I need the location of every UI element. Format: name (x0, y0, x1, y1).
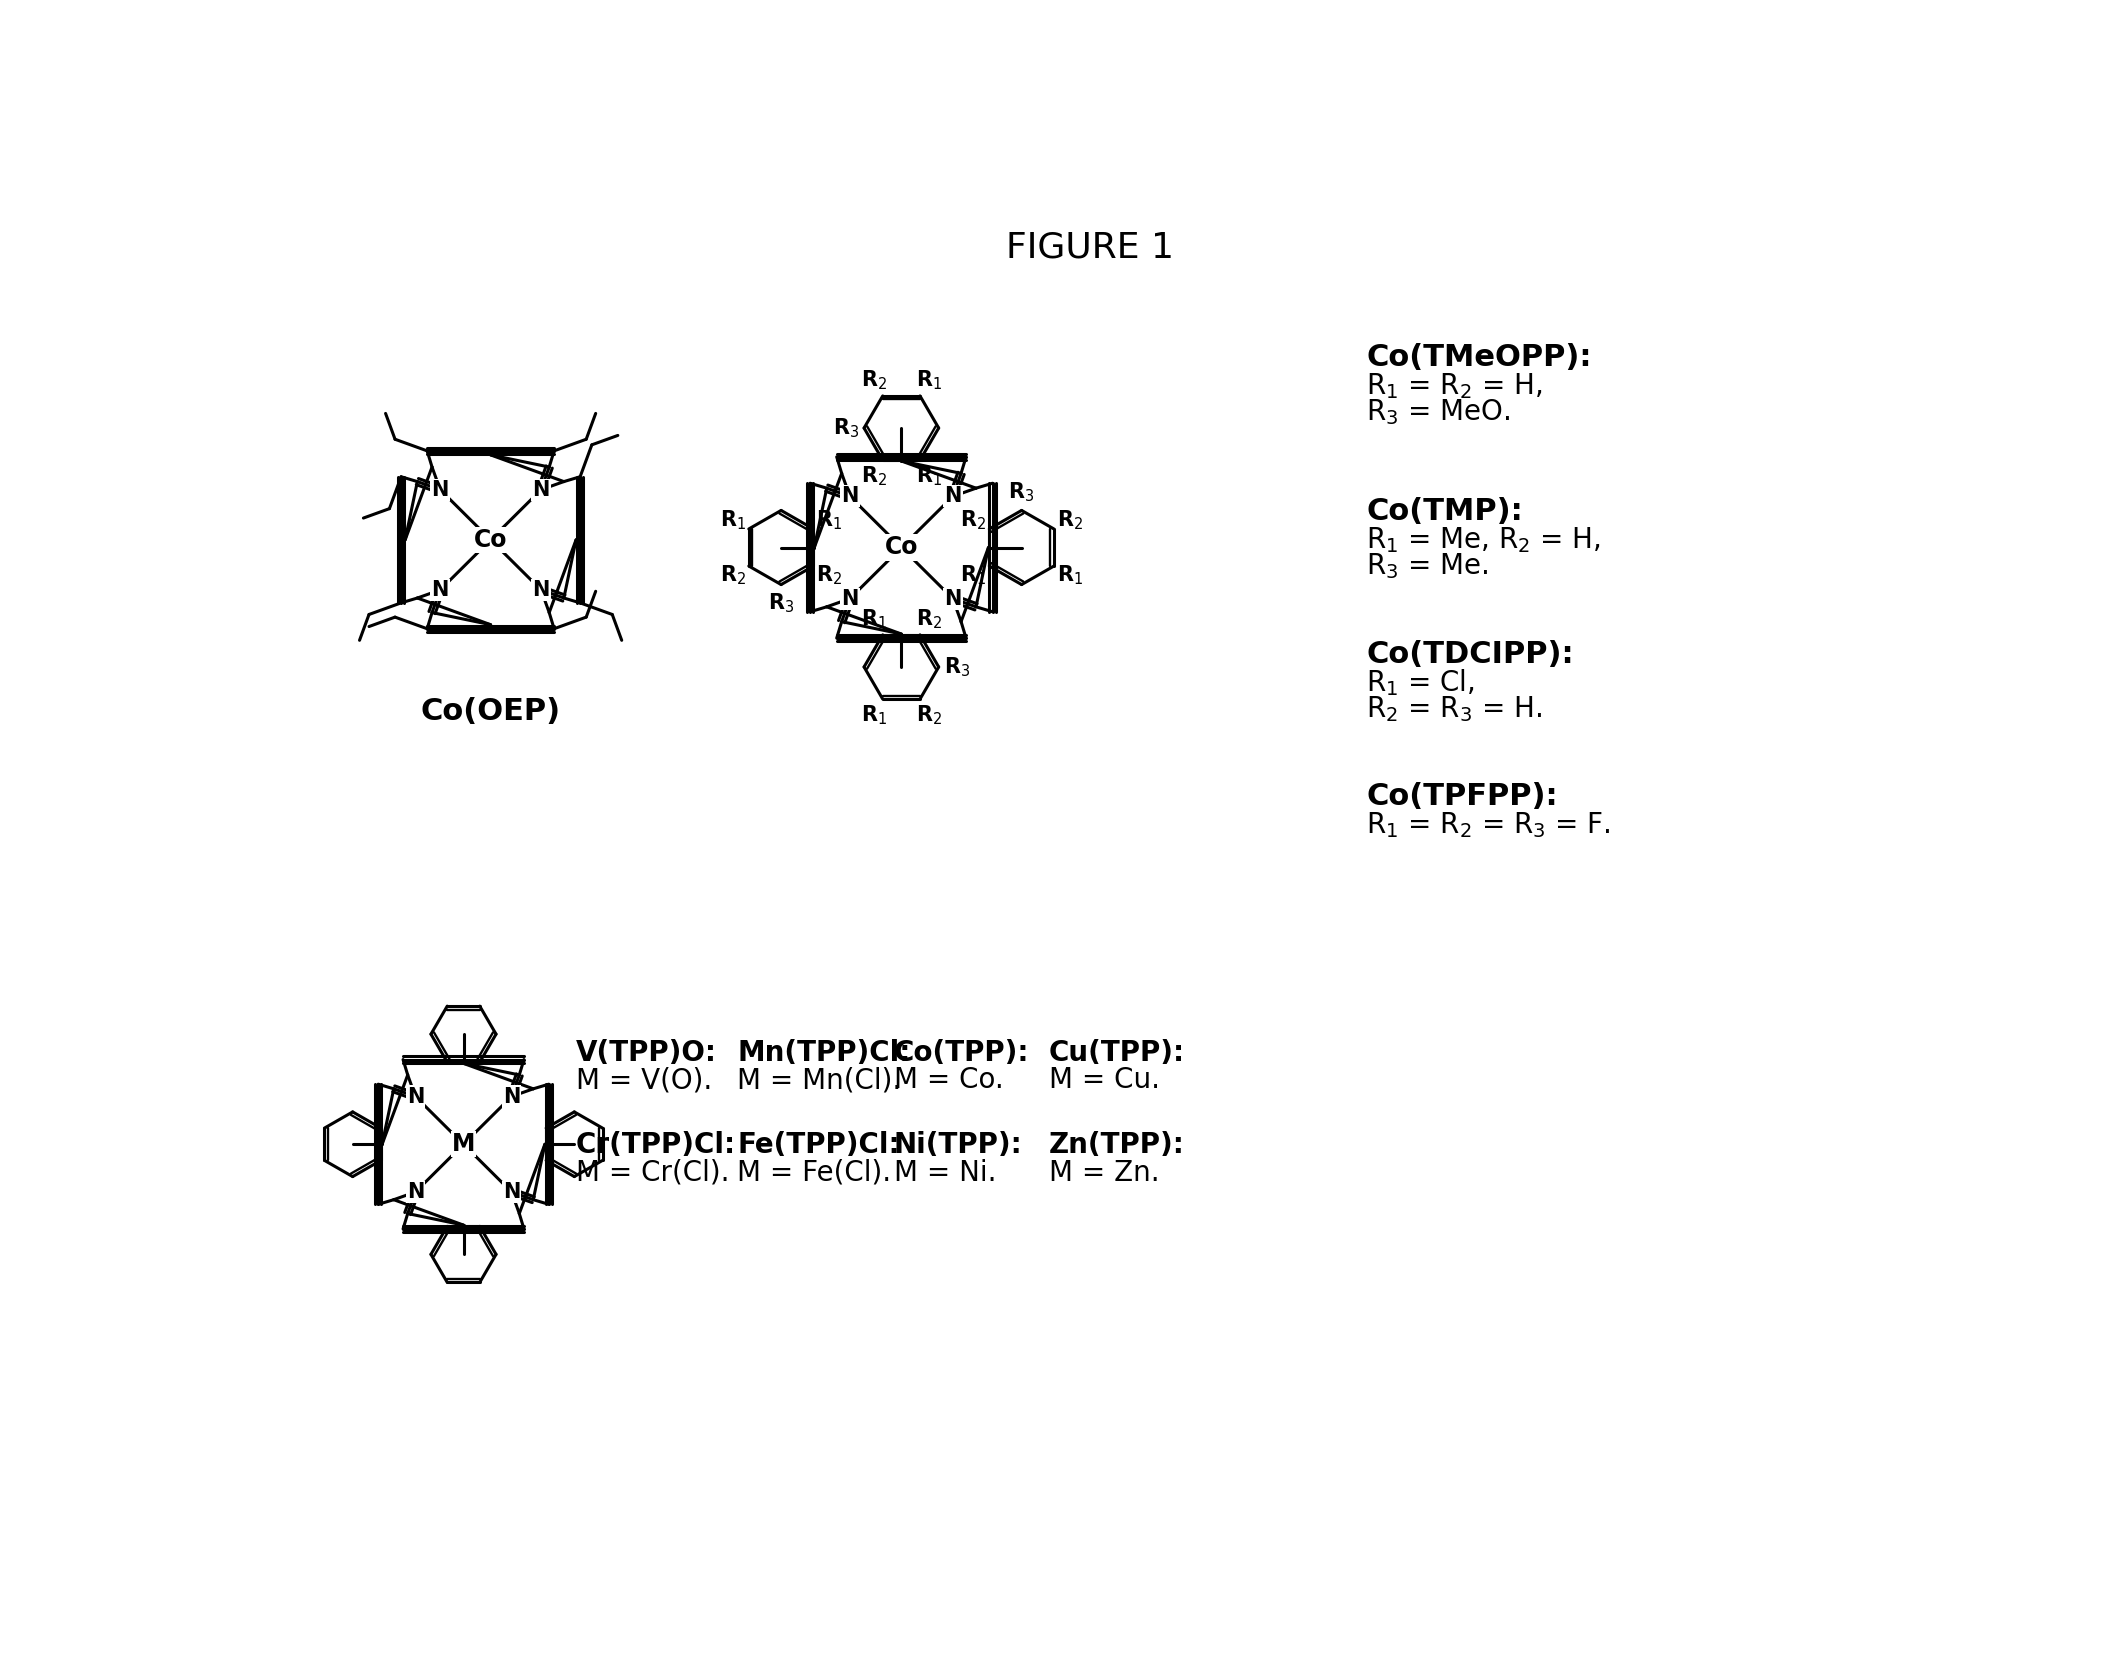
Text: Co: Co (474, 528, 508, 551)
Text: R$_1$: R$_1$ (861, 704, 887, 727)
Text: V(TPP)O:: V(TPP)O: (576, 1038, 717, 1067)
Text: Fe(TPP)Cl:: Fe(TPP)Cl: (738, 1131, 900, 1159)
Text: Cr(TPP)Cl:: Cr(TPP)Cl: (576, 1131, 736, 1159)
Text: R$_1$ = Me, R$_2$ = H,: R$_1$ = Me, R$_2$ = H, (1366, 526, 1602, 554)
Text: Mn(TPP)Cl:: Mn(TPP)Cl: (738, 1038, 910, 1067)
Text: R$_2$: R$_2$ (917, 608, 942, 631)
Text: N: N (842, 588, 859, 608)
Text: R$_2$: R$_2$ (1057, 508, 1083, 531)
Text: R$_3$: R$_3$ (832, 415, 859, 441)
Text: M = Ni.: M = Ni. (893, 1159, 995, 1188)
Text: R$_3$: R$_3$ (768, 591, 793, 615)
Text: N: N (842, 486, 859, 506)
Text: R$_1$: R$_1$ (817, 508, 842, 531)
Text: R$_1$: R$_1$ (961, 563, 987, 586)
Text: N: N (502, 1183, 521, 1203)
Text: R$_1$: R$_1$ (861, 608, 887, 631)
Text: Zn(TPP):: Zn(TPP): (1049, 1131, 1185, 1159)
Text: N: N (944, 486, 961, 506)
Text: N: N (532, 479, 549, 499)
Text: Cu(TPP):: Cu(TPP): (1049, 1038, 1185, 1067)
Text: R$_2$: R$_2$ (861, 464, 887, 487)
Text: R$_1$: R$_1$ (719, 508, 747, 531)
Text: R$_1$ = R$_2$ = H,: R$_1$ = R$_2$ = H, (1366, 372, 1542, 400)
Text: R$_3$: R$_3$ (1008, 481, 1034, 504)
Text: M = Cu.: M = Cu. (1049, 1067, 1159, 1094)
Text: R$_1$: R$_1$ (1057, 563, 1083, 586)
Text: R$_1$: R$_1$ (917, 464, 942, 487)
Text: R$_1$ = Cl,: R$_1$ = Cl, (1366, 668, 1476, 698)
Text: Co(TDCIPP):: Co(TDCIPP): (1366, 640, 1574, 668)
Text: R$_1$: R$_1$ (917, 368, 942, 392)
Text: R$_2$: R$_2$ (961, 508, 987, 531)
Text: R$_3$ = Me.: R$_3$ = Me. (1366, 551, 1489, 581)
Text: M = Cr(Cl).: M = Cr(Cl). (576, 1159, 730, 1188)
Text: R$_2$: R$_2$ (917, 704, 942, 727)
Text: R$_3$: R$_3$ (944, 655, 970, 678)
Text: N: N (502, 1087, 521, 1107)
Text: N: N (432, 580, 449, 600)
Text: R$_2$: R$_2$ (719, 563, 747, 586)
Text: R$_2$ = R$_3$ = H.: R$_2$ = R$_3$ = H. (1366, 693, 1542, 724)
Text: M: M (451, 1132, 474, 1156)
Text: N: N (406, 1183, 423, 1203)
Text: Co(TMP):: Co(TMP): (1366, 497, 1523, 526)
Text: R$_2$: R$_2$ (861, 368, 887, 392)
Text: M = V(O).: M = V(O). (576, 1067, 713, 1094)
Text: N: N (432, 479, 449, 499)
Text: M = Mn(Cl).: M = Mn(Cl). (738, 1067, 902, 1094)
Text: N: N (406, 1087, 423, 1107)
Text: Co(TMeOPP):: Co(TMeOPP): (1366, 343, 1591, 372)
Text: R$_2$: R$_2$ (817, 563, 842, 586)
Text: Ni(TPP):: Ni(TPP): (893, 1131, 1023, 1159)
Text: N: N (944, 588, 961, 608)
Text: Co(TPFPP):: Co(TPFPP): (1366, 782, 1557, 811)
Text: R$_1$ = R$_2$ = R$_3$ = F.: R$_1$ = R$_2$ = R$_3$ = F. (1366, 811, 1610, 839)
Text: N: N (532, 580, 549, 600)
Text: M = Co.: M = Co. (893, 1067, 1004, 1094)
Text: M = Fe(Cl).: M = Fe(Cl). (738, 1159, 891, 1188)
Text: M = Zn.: M = Zn. (1049, 1159, 1159, 1188)
Text: Co(OEP): Co(OEP) (421, 697, 562, 727)
Text: FIGURE 1: FIGURE 1 (1006, 229, 1174, 265)
Text: Co: Co (885, 536, 919, 559)
Text: Co(TPP):: Co(TPP): (893, 1038, 1029, 1067)
Text: R$_3$ = MeO.: R$_3$ = MeO. (1366, 397, 1510, 427)
